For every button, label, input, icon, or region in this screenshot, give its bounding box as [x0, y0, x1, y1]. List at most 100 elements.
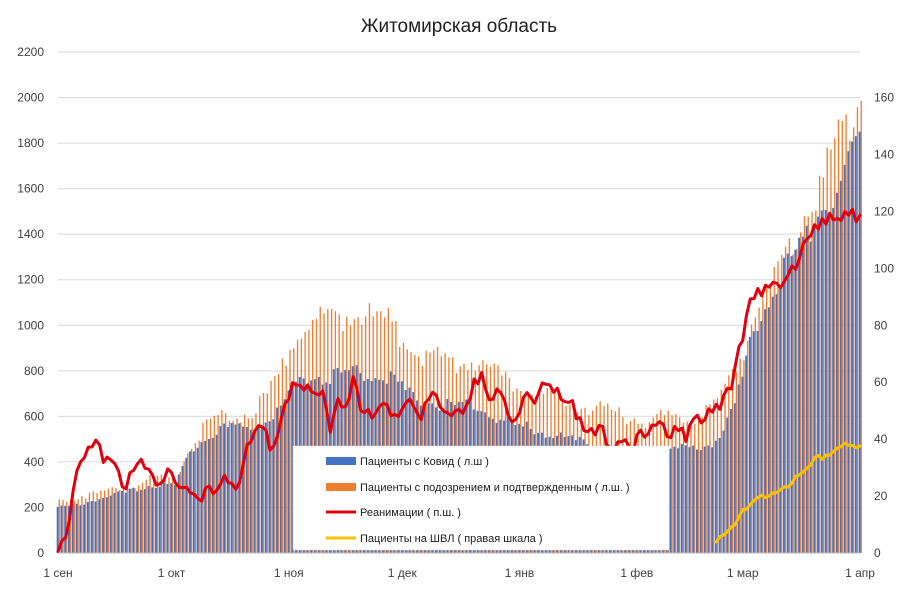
bar-covid-patients: [711, 447, 714, 553]
bar-suspected-confirmed: [822, 177, 825, 553]
bar-suspected-confirmed: [830, 149, 832, 553]
bar-covid-patients: [835, 192, 838, 554]
bar-covid-patients: [287, 390, 290, 553]
bar-suspected-confirmed: [198, 440, 200, 553]
bar-suspected-confirmed: [671, 415, 673, 553]
y-left-tick-label: 600: [24, 409, 44, 423]
bar-suspected-confirmed: [77, 499, 79, 553]
bar-covid-patients: [204, 440, 207, 553]
bar-suspected-confirmed: [380, 311, 382, 553]
bar-covid-patients: [230, 423, 233, 553]
y-left-tick-label: 1000: [17, 318, 44, 332]
bar-suspected-confirmed: [750, 324, 753, 553]
line-ventilator: [714, 441, 862, 544]
bar-suspected-confirmed: [312, 319, 314, 553]
bar-covid-patients: [839, 180, 842, 553]
bar-covid-patients: [696, 449, 698, 553]
bar-suspected-confirmed: [841, 120, 843, 553]
bar-covid-patients: [858, 131, 861, 553]
bar-covid-patients: [253, 429, 256, 553]
bar-covid-patients: [733, 403, 736, 553]
bar-covid-patients: [767, 307, 770, 553]
bar-covid-patients: [60, 505, 63, 553]
bar-suspected-confirmed: [735, 371, 738, 553]
bar-suspected-confirmed: [731, 368, 734, 553]
bar-suspected-confirmed: [319, 306, 321, 553]
bar-suspected-confirmed: [364, 316, 367, 553]
bar-suspected-confirmed: [815, 210, 817, 554]
bar-suspected-confirmed: [720, 389, 722, 553]
bar-suspected-confirmed: [217, 414, 219, 553]
bar-covid-patients: [226, 427, 229, 553]
bar-suspected-confirmed: [716, 398, 719, 553]
bar-covid-patients: [783, 257, 785, 553]
bar-suspected-confirmed: [800, 232, 802, 553]
bar-covid-patients: [801, 236, 804, 553]
y-right-tick-label: 140: [874, 147, 894, 161]
bar-covid-patients: [260, 426, 263, 553]
bar-covid-patients: [147, 486, 150, 553]
bar-suspected-confirmed: [168, 477, 170, 553]
bar-suspected-confirmed: [758, 307, 760, 553]
bar-suspected-confirmed: [811, 211, 813, 553]
bar-suspected-confirmed: [342, 331, 344, 553]
bar-suspected-confirmed: [853, 127, 855, 553]
line-series: [56, 207, 862, 553]
bar-covid-patients: [143, 489, 146, 553]
bar-covid-patients: [673, 446, 676, 553]
bar-suspected-confirmed: [300, 338, 302, 553]
y-left-tick-label: 1200: [17, 273, 44, 287]
legend: Пациенты с Ковид ( л.ш ) Пациенты с подоз…: [292, 445, 670, 551]
bar-covid-patients: [219, 426, 222, 553]
bar-suspected-confirmed: [781, 254, 783, 553]
bar-suspected-confirmed: [141, 482, 144, 553]
y-left-tick-label: 2200: [17, 45, 44, 59]
bar-suspected-confirmed: [762, 293, 764, 553]
legend-label: Пациенты с Ковид ( л.ш ): [360, 456, 489, 468]
bar-covid-patients: [843, 164, 846, 553]
bar-covid-patients: [775, 294, 778, 553]
bar-suspected-confirmed: [240, 422, 242, 553]
bar-covid-patients: [718, 437, 721, 553]
bar-covid-patients: [128, 488, 131, 553]
bar-covid-patients: [155, 487, 157, 553]
bar-covid-patients: [56, 506, 59, 553]
bar-suspected-confirmed: [134, 488, 136, 553]
y-right-tick-label: 160: [874, 91, 894, 105]
bar-covid-patients: [238, 423, 241, 553]
bar-suspected-confirmed: [175, 484, 178, 553]
bar-covid-patients: [90, 501, 93, 553]
bar-covid-patients: [688, 447, 691, 553]
bar-covid-patients: [707, 445, 710, 553]
bar-covid-patients: [257, 427, 260, 553]
bar-suspected-confirmed: [705, 404, 707, 553]
bar-suspected-confirmed: [701, 417, 703, 553]
y-right-tick-label: 20: [874, 489, 888, 503]
bar-covid-patients: [124, 492, 127, 553]
bar-suspected-confirmed: [100, 490, 102, 553]
bar-covid-patients: [820, 210, 823, 553]
bar-suspected-confirmed: [85, 498, 87, 553]
bar-covid-patients: [276, 407, 278, 553]
bar-suspected-confirmed: [784, 246, 787, 553]
legend-label: Реанимации ( п.ш. ): [360, 507, 461, 519]
bar-suspected-confirmed: [156, 475, 159, 553]
y-left-tick-label: 800: [24, 364, 44, 378]
bar-suspected-confirmed: [383, 317, 386, 553]
bar-suspected-confirmed: [111, 487, 113, 553]
bar-suspected-confirmed: [289, 349, 291, 553]
bar-suspected-confirmed: [69, 499, 72, 553]
bar-covid-patients: [680, 444, 683, 553]
bar-suspected-confirmed: [788, 238, 791, 554]
bar-suspected-confirmed: [395, 320, 397, 553]
bar-covid-patients: [113, 492, 116, 553]
bar-suspected-confirmed: [96, 493, 98, 553]
bar-suspected-confirmed: [353, 319, 355, 553]
y-right-tick-label: 60: [874, 375, 888, 389]
bar-suspected-confirmed: [266, 393, 268, 553]
x-tick-label: 1 сен: [43, 566, 72, 580]
bar-covid-patients: [798, 237, 801, 553]
bar-covid-patients: [828, 213, 831, 553]
bar-suspected-confirmed: [164, 474, 166, 553]
